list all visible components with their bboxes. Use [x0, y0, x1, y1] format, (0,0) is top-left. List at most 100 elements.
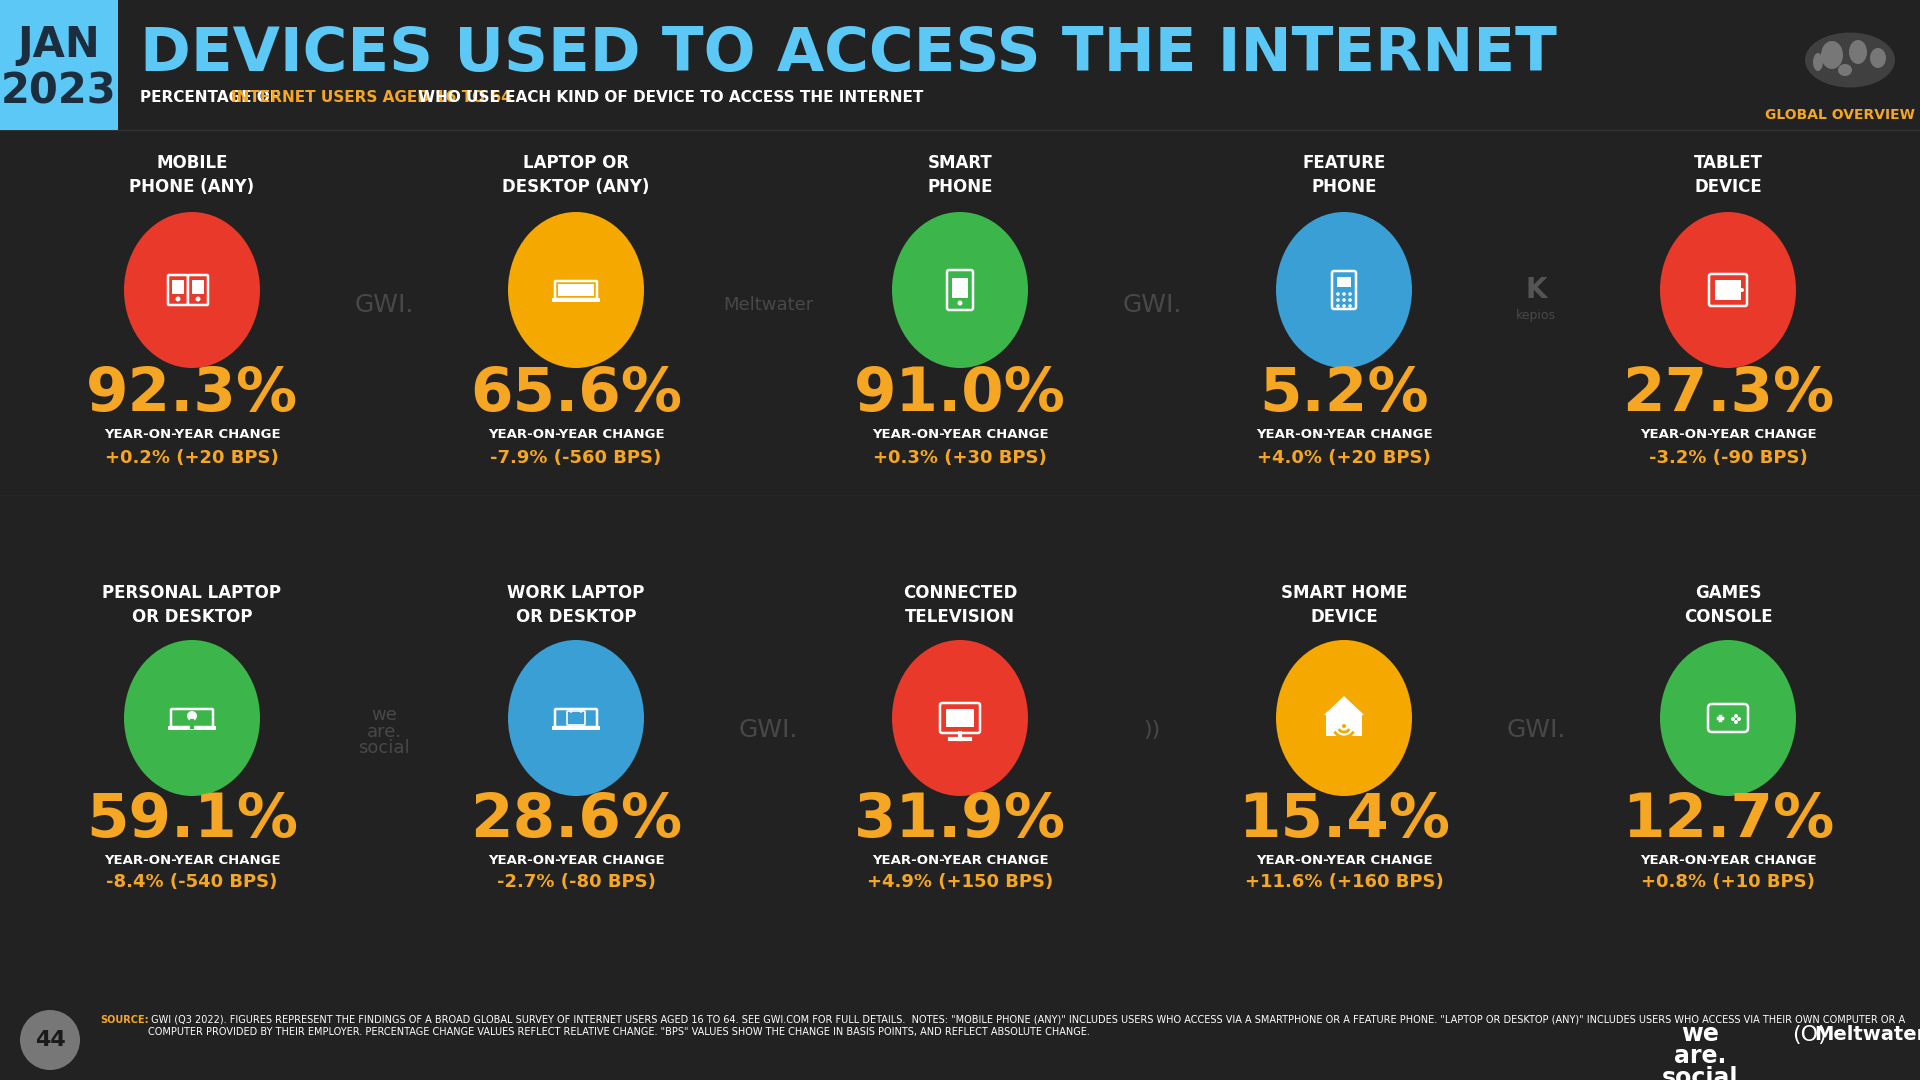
Text: social: social	[1661, 1066, 1738, 1080]
Text: Meltwater: Meltwater	[1814, 1026, 1920, 1044]
Bar	[947, 708, 973, 727]
Circle shape	[1336, 305, 1340, 308]
Text: GLOBAL OVERVIEW: GLOBAL OVERVIEW	[1764, 108, 1914, 122]
Text: 5.2%: 5.2%	[1260, 365, 1428, 424]
Text: LAPTOP OR
DESKTOP (ANY): LAPTOP OR DESKTOP (ANY)	[503, 153, 649, 197]
Text: we: we	[1682, 1022, 1718, 1047]
Text: 65.6%: 65.6%	[470, 365, 682, 424]
Ellipse shape	[1661, 212, 1795, 368]
Text: (O): (O)	[1793, 1025, 1828, 1045]
FancyBboxPatch shape	[188, 275, 207, 305]
Text: +11.6% (+160 BPS): +11.6% (+160 BPS)	[1244, 873, 1444, 891]
Bar	[169, 726, 215, 730]
Ellipse shape	[1812, 53, 1822, 71]
Text: 12.7%: 12.7%	[1622, 791, 1834, 850]
Text: 59.1%: 59.1%	[86, 791, 298, 850]
Ellipse shape	[1277, 212, 1411, 368]
Circle shape	[186, 711, 198, 721]
Circle shape	[1732, 717, 1736, 721]
Text: TABLET
DEVICE: TABLET DEVICE	[1693, 153, 1763, 197]
Bar	[952, 278, 968, 298]
Circle shape	[1342, 305, 1346, 308]
Text: 28.6%: 28.6%	[470, 791, 682, 850]
Text: -2.7% (-80 BPS): -2.7% (-80 BPS)	[497, 873, 655, 891]
Text: )): ))	[1144, 720, 1160, 740]
Text: SOURCE:: SOURCE:	[100, 1015, 148, 1025]
Ellipse shape	[1661, 640, 1795, 796]
FancyBboxPatch shape	[1332, 271, 1356, 309]
Bar	[559, 284, 593, 296]
Text: 2023: 2023	[2, 71, 117, 113]
Text: kepios: kepios	[1517, 309, 1555, 322]
Bar	[1336, 276, 1352, 287]
Text: YEAR-ON-YEAR CHANGE: YEAR-ON-YEAR CHANGE	[1640, 853, 1816, 866]
Ellipse shape	[1849, 40, 1866, 64]
Circle shape	[1336, 298, 1340, 301]
Text: SMART
PHONE: SMART PHONE	[927, 153, 993, 197]
FancyBboxPatch shape	[555, 708, 597, 727]
Text: YEAR-ON-YEAR CHANGE: YEAR-ON-YEAR CHANGE	[1256, 853, 1432, 866]
Text: YEAR-ON-YEAR CHANGE: YEAR-ON-YEAR CHANGE	[104, 853, 280, 866]
Text: +0.2% (+20 BPS): +0.2% (+20 BPS)	[106, 449, 278, 467]
FancyBboxPatch shape	[566, 711, 586, 725]
Text: 15.4%: 15.4%	[1238, 791, 1450, 850]
FancyBboxPatch shape	[171, 708, 213, 727]
Ellipse shape	[1277, 640, 1411, 796]
Ellipse shape	[893, 212, 1027, 368]
Text: +0.8% (+10 BPS): +0.8% (+10 BPS)	[1642, 873, 1814, 891]
Circle shape	[1342, 724, 1346, 728]
Circle shape	[1336, 293, 1340, 296]
Text: -8.4% (-540 BPS): -8.4% (-540 BPS)	[106, 873, 278, 891]
Ellipse shape	[125, 640, 259, 796]
Text: are.: are.	[367, 723, 401, 741]
Polygon shape	[1325, 696, 1363, 715]
Circle shape	[1342, 298, 1346, 301]
Circle shape	[1734, 714, 1738, 718]
Polygon shape	[1327, 698, 1361, 735]
Circle shape	[175, 297, 180, 301]
Text: YEAR-ON-YEAR CHANGE: YEAR-ON-YEAR CHANGE	[488, 853, 664, 866]
Text: +4.0% (+20 BPS): +4.0% (+20 BPS)	[1258, 449, 1430, 467]
FancyBboxPatch shape	[0, 0, 117, 130]
Ellipse shape	[1837, 64, 1853, 76]
Ellipse shape	[1870, 48, 1885, 68]
Text: GWI.: GWI.	[1507, 718, 1565, 742]
Text: 92.3%: 92.3%	[86, 365, 298, 424]
Text: we: we	[371, 706, 397, 724]
Text: SMART HOME
DEVICE: SMART HOME DEVICE	[1281, 583, 1407, 626]
Text: YEAR-ON-YEAR CHANGE: YEAR-ON-YEAR CHANGE	[872, 853, 1048, 866]
Text: GAMES
CONSOLE: GAMES CONSOLE	[1684, 583, 1772, 626]
Ellipse shape	[509, 640, 643, 796]
Text: 44: 44	[35, 1030, 65, 1050]
Text: PERSONAL LAPTOP
OR DESKTOP: PERSONAL LAPTOP OR DESKTOP	[102, 583, 282, 626]
Text: PERCENTAGE OF: PERCENTAGE OF	[140, 91, 286, 106]
Text: JAN: JAN	[17, 24, 100, 66]
Text: GWI.: GWI.	[1123, 293, 1181, 318]
Text: 91.0%: 91.0%	[854, 365, 1066, 424]
Ellipse shape	[1820, 41, 1843, 69]
Bar	[553, 298, 599, 302]
Text: -3.2% (-90 BPS): -3.2% (-90 BPS)	[1649, 449, 1807, 467]
Text: WORK LAPTOP
OR DESKTOP: WORK LAPTOP OR DESKTOP	[507, 583, 645, 626]
Circle shape	[1734, 720, 1738, 724]
Text: INTERNET USERS AGED 16 TO 64: INTERNET USERS AGED 16 TO 64	[230, 91, 513, 106]
Circle shape	[958, 300, 962, 306]
Text: WHO USE EACH KIND OF DEVICE TO ACCESS THE INTERNET: WHO USE EACH KIND OF DEVICE TO ACCESS TH…	[413, 91, 924, 106]
Bar	[192, 280, 204, 294]
FancyBboxPatch shape	[941, 703, 979, 733]
Text: GWI.: GWI.	[355, 293, 413, 318]
Ellipse shape	[893, 640, 1027, 796]
Text: MOBILE
PHONE (ANY): MOBILE PHONE (ANY)	[129, 153, 255, 197]
Ellipse shape	[509, 212, 643, 368]
Text: social: social	[359, 739, 409, 757]
Text: 31.9%: 31.9%	[854, 791, 1066, 850]
Circle shape	[1740, 288, 1743, 292]
Text: DEVICES USED TO ACCESS THE INTERNET: DEVICES USED TO ACCESS THE INTERNET	[140, 26, 1557, 84]
FancyBboxPatch shape	[1709, 274, 1747, 306]
Ellipse shape	[1805, 32, 1895, 87]
Text: Meltwater: Meltwater	[722, 296, 814, 314]
Circle shape	[19, 1010, 81, 1070]
Text: YEAR-ON-YEAR CHANGE: YEAR-ON-YEAR CHANGE	[104, 429, 280, 442]
Circle shape	[1348, 293, 1352, 296]
Text: +0.3% (+30 BPS): +0.3% (+30 BPS)	[874, 449, 1046, 467]
